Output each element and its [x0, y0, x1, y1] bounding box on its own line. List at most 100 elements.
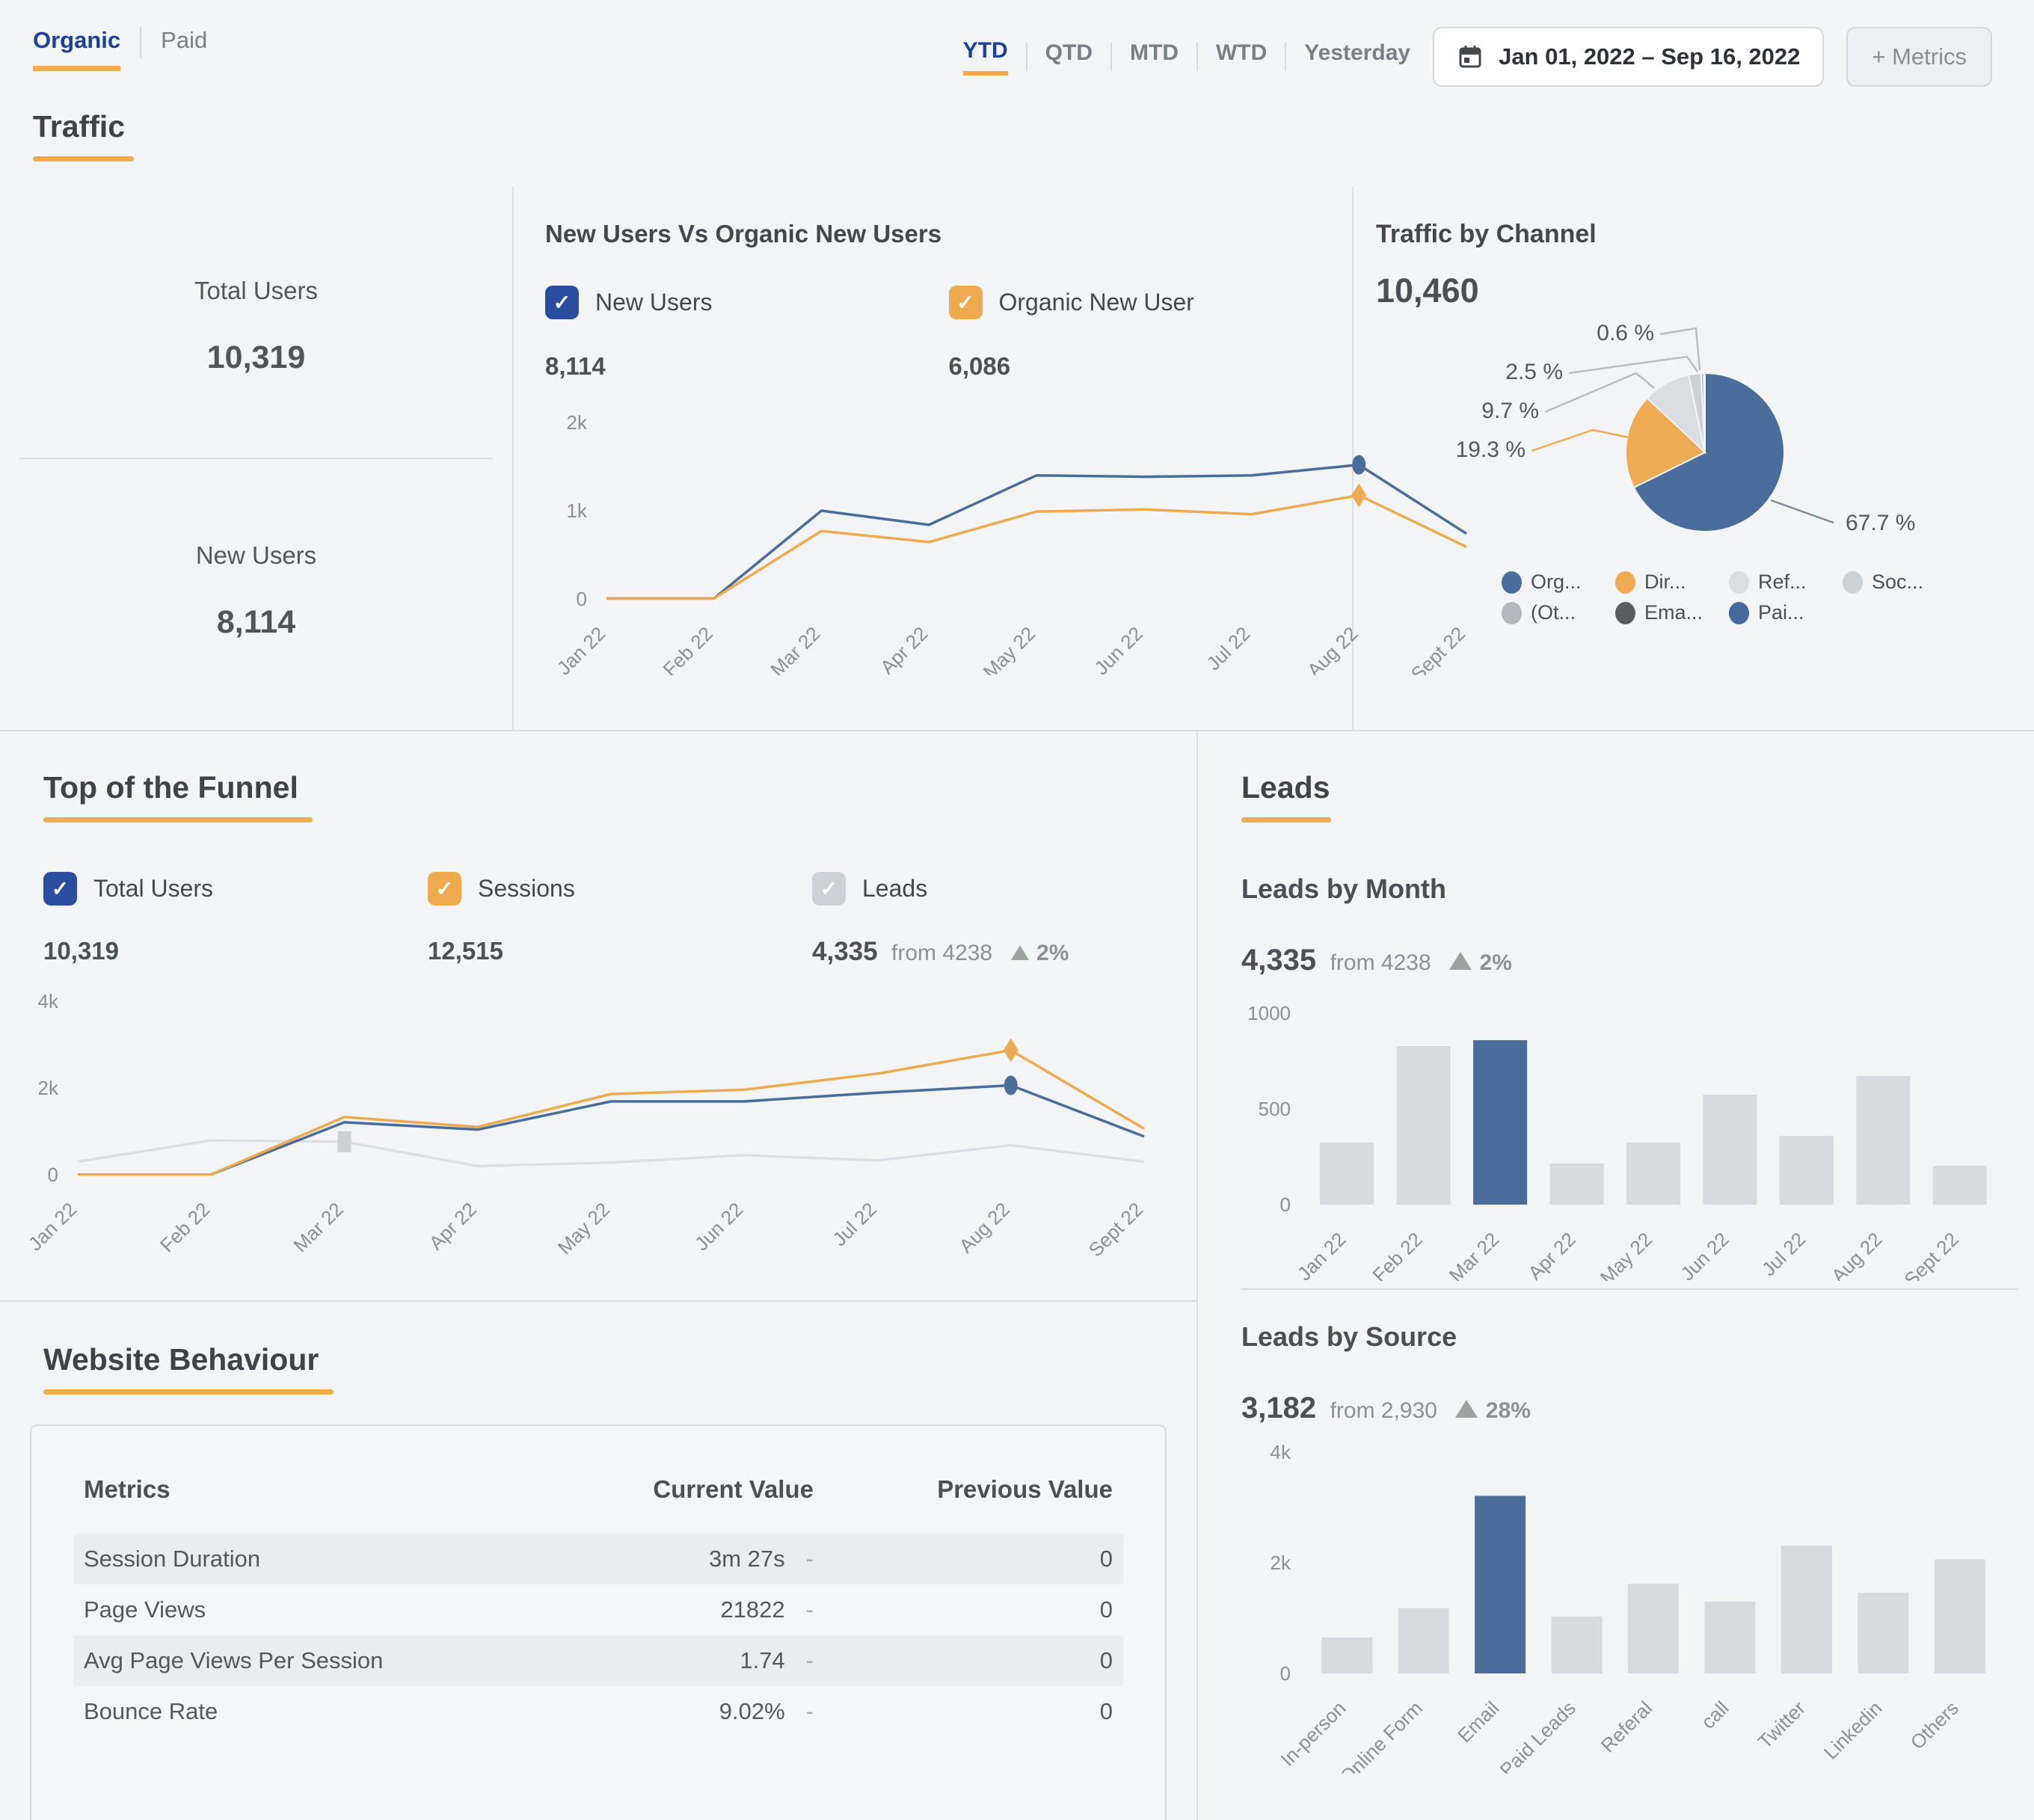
- traffic-title-underline: [33, 156, 134, 162]
- traffic-kpis: Total Users 10,319 New Users 8,114: [0, 187, 514, 730]
- leads-by-month-value: 4,335 from 4238 2%: [1241, 944, 1512, 977]
- leads-column: Leads Leads by Month 4,335 from 4238 2% …: [1198, 731, 2034, 1820]
- traffic-section: Total Users 10,319 New Users 8,114 New U…: [0, 187, 2034, 730]
- svg-text:19.3 %: 19.3 %: [1456, 437, 1526, 462]
- delta-up-icon: [1010, 945, 1029, 960]
- svg-text:Referal: Referal: [1597, 1697, 1656, 1756]
- svg-text:Others: Others: [1906, 1697, 1963, 1753]
- date-range-label: Jan 01, 2022 – Sep 16, 2022: [1499, 43, 1801, 70]
- kpi-new-users: New Users 8,114: [0, 459, 512, 722]
- delta-up-icon: [1449, 952, 1472, 970]
- kpi-total-users-value: 10,319: [206, 339, 306, 375]
- series-value-new-users: 8,114: [545, 352, 606, 380]
- svg-text:2k: 2k: [567, 411, 588, 434]
- legend-item-paid[interactable]: Pai...: [1729, 601, 1843, 624]
- filter-wtd[interactable]: WTD: [1215, 40, 1268, 65]
- leads-section-header: Leads: [1241, 770, 2019, 823]
- filter-qtd[interactable]: QTD: [1045, 40, 1093, 65]
- legend-item-social[interactable]: Soc...: [1843, 571, 1956, 594]
- funnel-sessions-value: 12,515: [428, 937, 503, 965]
- svg-text:500: 500: [1259, 1098, 1291, 1120]
- kpi-new-users-label: New Users: [195, 541, 317, 569]
- add-metrics-button[interactable]: + Metrics: [1846, 27, 1992, 87]
- table-row: Avg Page Views Per Session 1.74 - 0: [73, 1635, 1123, 1686]
- svg-text:4k: 4k: [38, 990, 59, 1012]
- funnel-title: Top of the Funnel: [43, 770, 298, 805]
- series-toggle-new-users[interactable]: ✓ New Users: [545, 286, 949, 319]
- behaviour-section-header: Website Behaviour: [43, 1342, 1196, 1395]
- time-filters: YTD QTD MTD WTD Yesterday: [962, 38, 1411, 76]
- leads-title: Leads: [1241, 770, 1330, 805]
- topbar: Organic Paid YTD QTD MTD WTD Yesterday: [0, 0, 2034, 97]
- checkbox-checked-icon[interactable]: ✓: [812, 872, 846, 906]
- svg-text:67.7 %: 67.7 %: [1846, 511, 1915, 535]
- svg-text:1k: 1k: [567, 499, 588, 522]
- svg-text:4k: 4k: [1271, 1442, 1291, 1463]
- funnel-section-header: Top of the Funnel: [43, 770, 1196, 823]
- series-toggle-total-users[interactable]: ✓ Total Users: [43, 872, 428, 906]
- behaviour-table-header: Metrics Current Value Previous Value: [84, 1475, 1113, 1503]
- checkbox-checked-icon[interactable]: ✓: [43, 872, 77, 906]
- legend-item-referral[interactable]: Ref...: [1729, 571, 1843, 594]
- pie-total-value: 10,460: [1376, 271, 1479, 310]
- svg-text:Jul 22: Jul 22: [828, 1198, 880, 1250]
- svg-text:Jul 22: Jul 22: [1202, 622, 1254, 674]
- kpi-total-users: Total Users 10,319: [0, 194, 512, 458]
- section-divider: [0, 730, 2034, 731]
- legend-item-email[interactable]: Ema...: [1615, 601, 1729, 624]
- svg-text:May 22: May 22: [979, 622, 1040, 675]
- svg-text:1000: 1000: [1247, 1002, 1291, 1024]
- section-divider: [1241, 1288, 2019, 1290]
- behaviour-title: Website Behaviour: [43, 1342, 319, 1377]
- svg-text:In-person: In-person: [1276, 1697, 1351, 1771]
- legend-item-organic[interactable]: Org...: [1502, 571, 1615, 594]
- svg-text:Aug 22: Aug 22: [955, 1198, 1014, 1257]
- svg-text:Twitter: Twitter: [1754, 1697, 1810, 1753]
- funnel-and-behaviour-column: Top of the Funnel ✓ Total Users ✓ Sessio…: [0, 731, 1198, 1820]
- calendar-icon: [1457, 43, 1484, 70]
- leads-by-month-title: Leads by Month: [1241, 873, 1447, 904]
- traffic-by-channel-panel: Traffic by Channel 10,460 0.6 % 2.5 % 9.7 …: [1354, 187, 2034, 730]
- legend-dot: [1615, 601, 1635, 624]
- delta-up-icon: [1455, 1400, 1478, 1418]
- checkbox-checked-icon[interactable]: ✓: [428, 872, 461, 906]
- series-toggle-organic-new-user[interactable]: ✓ Organic New User: [948, 286, 1353, 319]
- pie-title: Traffic by Channel: [1376, 220, 1597, 248]
- filter-mtd[interactable]: MTD: [1130, 40, 1179, 65]
- checkbox-checked-icon[interactable]: ✓: [948, 286, 983, 319]
- new-users-chart-title: New Users Vs Organic New Users: [545, 220, 942, 248]
- leads-title-underline: [1241, 817, 1331, 823]
- svg-text:9.7 %: 9.7 %: [1481, 399, 1539, 423]
- svg-text:Jan 22: Jan 22: [24, 1198, 81, 1255]
- series-toggle-sessions[interactable]: ✓ Sessions: [428, 872, 812, 906]
- filter-yesterday[interactable]: Yesterday: [1304, 40, 1411, 65]
- svg-text:Jun 22: Jun 22: [690, 1198, 747, 1255]
- pie-legend: Org... Dir... Ref... Soc... (Ot... Ema..…: [1502, 571, 2034, 624]
- time-controls: YTD QTD MTD WTD Yesterday Jan 01, 2022 –…: [962, 27, 1992, 87]
- legend-dot: [1729, 571, 1749, 594]
- svg-text:Apr 22: Apr 22: [1523, 1228, 1579, 1281]
- svg-text:0: 0: [577, 588, 587, 610]
- svg-text:call: call: [1697, 1697, 1733, 1733]
- series-toggle-leads[interactable]: ✓ Leads: [812, 872, 1196, 906]
- svg-text:Online Form: Online Form: [1336, 1697, 1427, 1774]
- legend-item-direct[interactable]: Dir...: [1615, 571, 1729, 594]
- table-row: Page Views 21822 - 0: [84, 1596, 1113, 1623]
- section-divider: [0, 1300, 1196, 1302]
- svg-text:Jul 22: Jul 22: [1757, 1228, 1810, 1280]
- filter-ytd[interactable]: YTD: [962, 38, 1008, 76]
- traffic-pie-chart: 0.6 % 2.5 % 9.7 % 19.3 % 67.7 %: [1456, 321, 1916, 535]
- svg-text:Sept 22: Sept 22: [1084, 1198, 1148, 1261]
- svg-text:Linkedin: Linkedin: [1819, 1697, 1887, 1764]
- checkbox-checked-icon[interactable]: ✓: [545, 286, 579, 319]
- svg-text:2.5 %: 2.5 %: [1505, 360, 1563, 384]
- leads-by-source-value: 3,182 from 2,930 28%: [1241, 1392, 1531, 1424]
- svg-text:2k: 2k: [1271, 1552, 1291, 1574]
- legend-dot: [1502, 571, 1522, 594]
- legend-item-other[interactable]: (Ot...: [1502, 601, 1615, 624]
- date-range-picker[interactable]: Jan 01, 2022 – Sep 16, 2022: [1433, 27, 1825, 87]
- tab-organic[interactable]: Organic: [33, 27, 121, 71]
- tab-paid[interactable]: Paid: [161, 27, 208, 53]
- svg-text:Aug 22: Aug 22: [1827, 1228, 1886, 1281]
